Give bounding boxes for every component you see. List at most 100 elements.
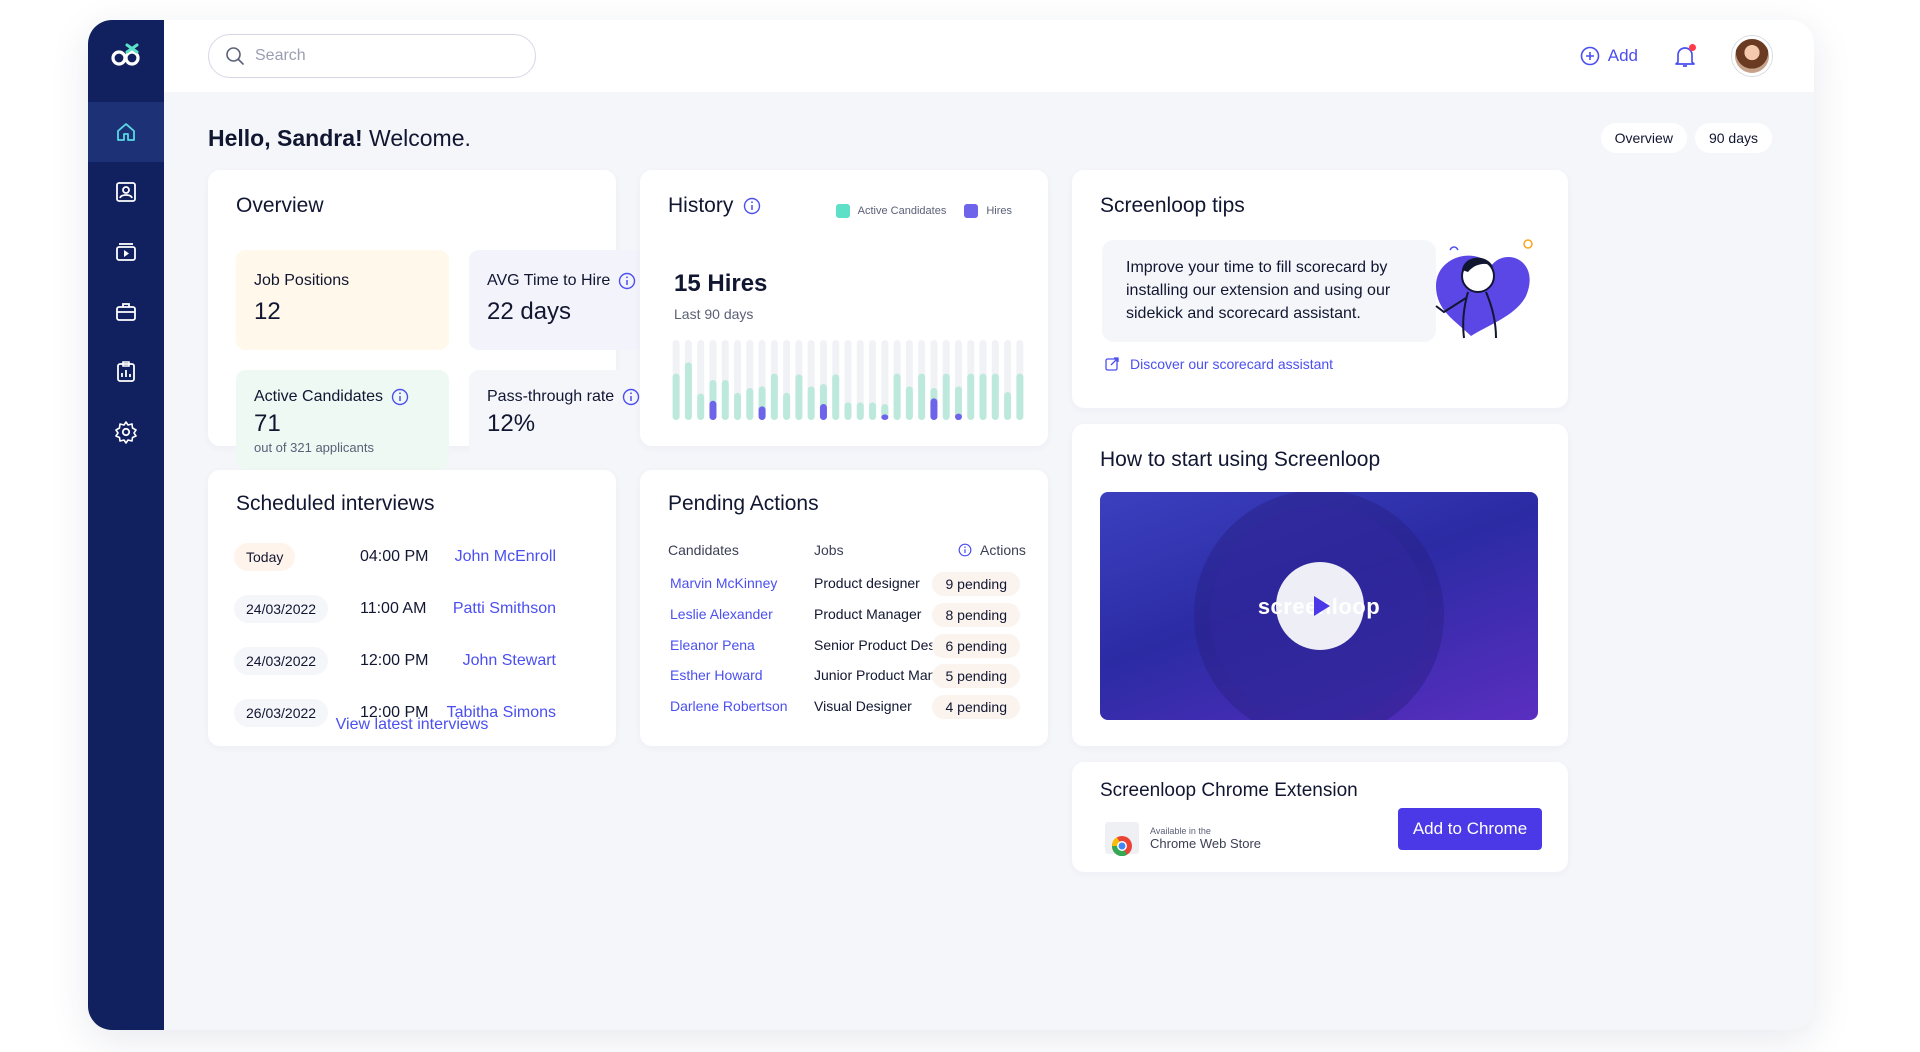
history-bar-active[interactable]	[856, 402, 864, 420]
extension-card: Screenloop Chrome Extension Available in…	[1072, 762, 1568, 872]
interview-date: 26/03/2022	[234, 699, 329, 727]
view-filter[interactable]: Overview	[1600, 123, 1687, 153]
history-bar-active[interactable]	[918, 373, 926, 420]
history-bar-active[interactable]	[893, 373, 901, 420]
history-bar-active[interactable]	[967, 373, 975, 420]
tutorial-video[interactable]: screenloop	[1100, 492, 1538, 720]
active-candidates-value: 71	[254, 410, 281, 437]
pending-badge[interactable]: 8 pending	[932, 603, 1020, 627]
pending-badge[interactable]: 5 pending	[932, 664, 1020, 688]
pending-badge[interactable]: 9 pending	[932, 572, 1020, 596]
interview-candidate[interactable]: John Stewart	[462, 652, 556, 669]
history-bar-active[interactable]	[832, 374, 840, 420]
history-chart	[672, 340, 1024, 420]
pending-candidate[interactable]: Marvin McKinney	[670, 575, 778, 591]
add-button[interactable]: Add	[1580, 46, 1638, 66]
how-to-card: How to start using Screenloop screenloop	[1072, 424, 1568, 746]
interview-candidate[interactable]: Tabitha Simons	[446, 704, 556, 721]
period-filter[interactable]: 90 days	[1694, 123, 1772, 153]
info-icon[interactable]	[391, 388, 409, 406]
legend-active-label: Active Candidates	[857, 205, 947, 217]
interview-row[interactable]: 24/03/2022 12:00 PM John Stewart	[234, 646, 556, 676]
history-bar-active[interactable]	[770, 373, 778, 420]
interview-candidate[interactable]: John McEnroll	[454, 548, 556, 565]
info-icon[interactable]	[618, 272, 636, 290]
chrome-store-badge[interactable]: Available in the Chrome Web Store	[1104, 820, 1261, 856]
overview-title: Overview	[236, 194, 324, 217]
sidebar-item-settings[interactable]	[88, 402, 164, 462]
scorecard-assistant-link[interactable]: Discover our scorecard assistant	[1104, 356, 1333, 372]
history-bar-active[interactable]	[684, 362, 692, 420]
filter-pills: Overview 90 days	[1600, 123, 1772, 153]
sidebar-item-jobs[interactable]	[88, 282, 164, 342]
info-icon[interactable]	[622, 388, 640, 406]
job-positions-tile[interactable]: Job Positions 12	[236, 250, 449, 350]
history-bar-active[interactable]	[795, 374, 803, 420]
pending-job: Product designer	[814, 575, 920, 591]
interview-row[interactable]: 26/03/2022 12:00 PM Tabitha Simons	[234, 698, 556, 728]
sidebar-item-interviews[interactable]	[88, 222, 164, 282]
interview-time: 11:00 AM	[360, 600, 427, 617]
history-card: History Active Candidates Hires 15 Hires…	[640, 170, 1048, 446]
job-positions-label: Job Positions	[254, 272, 350, 289]
user-avatar[interactable]	[1732, 36, 1772, 76]
topbar: Add	[164, 20, 1814, 92]
history-bar-active[interactable]	[991, 373, 999, 420]
history-bar-active[interactable]	[869, 402, 877, 420]
history-bar-active[interactable]	[734, 392, 742, 420]
history-bar-active[interactable]	[1004, 392, 1012, 420]
add-to-chrome-button[interactable]: Add to Chrome	[1398, 808, 1542, 850]
history-bar-active[interactable]	[942, 373, 950, 420]
sidebar-item-home[interactable]	[88, 102, 164, 162]
chrome-web-store-icon	[1105, 822, 1139, 856]
search-input[interactable]	[255, 47, 495, 65]
info-icon[interactable]	[743, 197, 761, 215]
history-bar-hires[interactable]	[709, 400, 717, 420]
active-candidates-label-row: Active Candidates	[254, 388, 431, 406]
play-button[interactable]	[1276, 562, 1364, 650]
history-bar-active[interactable]	[954, 386, 962, 420]
pending-title: Pending Actions	[668, 492, 819, 515]
active-candidates-tile[interactable]: Active Candidates 71 out of 321 applican…	[236, 370, 449, 470]
pending-badge[interactable]: 4 pending	[932, 695, 1020, 719]
history-bar-hires[interactable]	[758, 406, 766, 420]
history-bar-active[interactable]	[905, 386, 913, 420]
history-bar-hires[interactable]	[930, 398, 938, 420]
sidebar-item-candidates[interactable]	[88, 162, 164, 222]
history-bar-active[interactable]	[783, 392, 791, 420]
briefcase-icon	[116, 303, 136, 321]
how-to-title: How to start using Screenloop	[1100, 448, 1381, 471]
greeting-hello: Hello, Sandra!	[208, 124, 363, 151]
sidebar-item-reports[interactable]	[88, 342, 164, 402]
pending-candidate[interactable]: Darlene Robertson	[670, 698, 788, 714]
history-bar-hires[interactable]	[881, 414, 889, 420]
search-box[interactable]	[208, 34, 536, 78]
history-bar-active[interactable]	[746, 388, 754, 420]
greeting-row: Hello, Sandra! Welcome. Overview 90 days	[208, 123, 1772, 153]
history-bar-active[interactable]	[844, 402, 852, 420]
interview-candidate[interactable]: Patti Smithson	[452, 600, 556, 617]
history-bar-active[interactable]	[697, 393, 705, 420]
view-interviews-link[interactable]: View latest interviews	[335, 716, 489, 733]
search-icon	[226, 47, 244, 65]
history-bar-active[interactable]	[807, 386, 815, 420]
clipboard-chart-icon	[117, 361, 135, 382]
history-bar-active[interactable]	[721, 380, 729, 420]
gear-icon	[115, 421, 137, 444]
brand-logo[interactable]	[106, 36, 146, 76]
interview-row[interactable]: 24/03/2022 11:00 AM Patti Smithson	[234, 594, 556, 624]
history-bar-hires[interactable]	[819, 404, 827, 420]
history-bar-hires[interactable]	[954, 413, 962, 420]
history-bar-active[interactable]	[1016, 373, 1024, 420]
history-bar-active[interactable]	[672, 373, 680, 420]
notifications-button[interactable]	[1672, 43, 1698, 69]
pending-badge[interactable]: 6 pending	[932, 634, 1020, 658]
info-icon[interactable]	[958, 543, 972, 557]
history-bar-active[interactable]	[979, 373, 987, 420]
pending-row: Eleanor Pena Senior Product Des... 6 pen…	[640, 634, 1048, 658]
pending-candidate[interactable]: Esther Howard	[670, 667, 763, 683]
pending-candidate[interactable]: Eleanor Pena	[670, 637, 755, 653]
greeting: Hello, Sandra! Welcome.	[208, 125, 471, 152]
pending-candidate[interactable]: Leslie Alexander	[670, 606, 773, 622]
interview-row[interactable]: Today 04:00 PM John McEnroll	[234, 542, 556, 572]
